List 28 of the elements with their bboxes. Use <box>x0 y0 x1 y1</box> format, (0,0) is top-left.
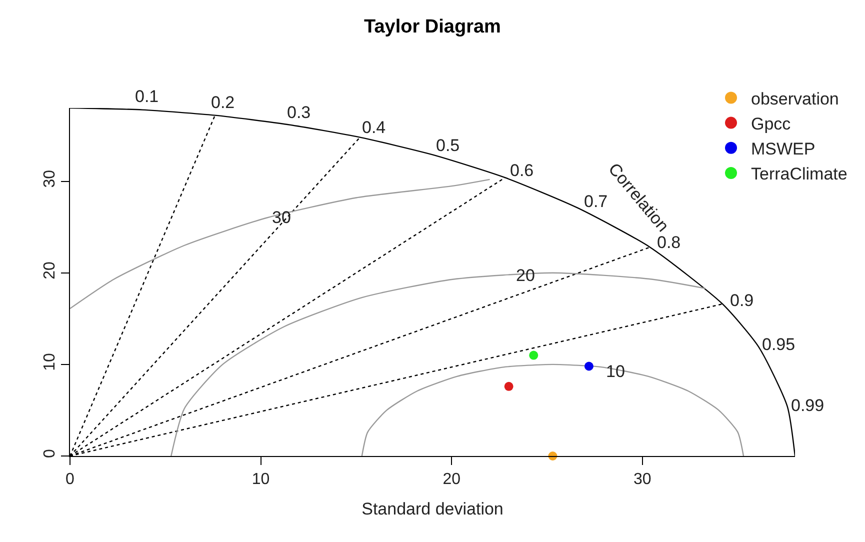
annotation: 0.99 <box>791 396 824 415</box>
annotation: 0.9 <box>730 291 754 310</box>
legend-label: MSWEP <box>751 140 816 159</box>
annotation: 0.7 <box>584 192 608 211</box>
annotation: 20 <box>516 266 535 285</box>
annotation: 0.2 <box>211 93 235 112</box>
y-tick-label: 0 <box>42 449 59 458</box>
x-axis-title: Standard deviation <box>362 500 504 519</box>
annotation: 0.3 <box>287 103 311 122</box>
legend-label: Gpcc <box>751 114 792 134</box>
annotation: 0.4 <box>362 118 386 137</box>
annotation: 10 <box>606 362 625 381</box>
x-tick-label: 0 <box>66 471 75 488</box>
y-tick-label: 20 <box>42 261 59 280</box>
x-tick-label: 30 <box>633 471 652 488</box>
legend-label: observation <box>751 89 839 108</box>
x-tick-label: 10 <box>252 471 270 488</box>
x-tick-label: 20 <box>442 471 461 488</box>
annotation: 0.95 <box>762 335 796 354</box>
chart-title: Taylor Diagram <box>364 16 501 38</box>
y-tick-label: 10 <box>42 353 59 371</box>
annotation: 0.5 <box>436 136 460 155</box>
legend-label: TerraClimate <box>751 164 848 184</box>
y-tick-label: 30 <box>42 170 59 188</box>
annotation: 0.8 <box>657 233 681 252</box>
annotation: 0.6 <box>510 161 534 180</box>
annotation: 0.1 <box>135 87 159 106</box>
annotation: 30 <box>272 208 291 227</box>
